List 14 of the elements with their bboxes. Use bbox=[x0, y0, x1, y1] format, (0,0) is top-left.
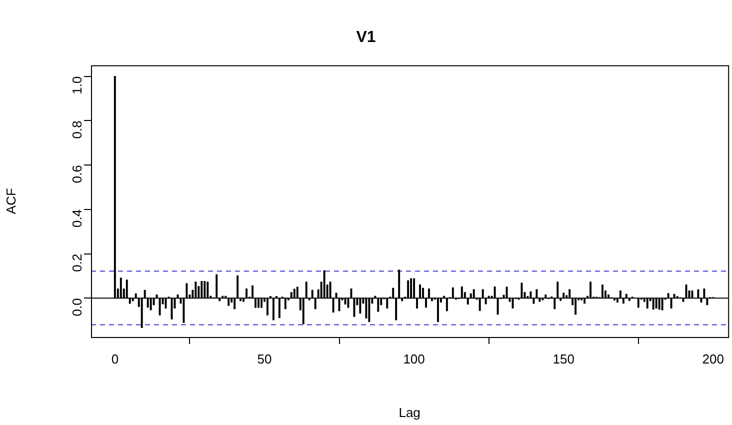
x-axis-title: Lag bbox=[398, 404, 420, 420]
x-tick-label: 200 bbox=[702, 351, 724, 366]
chart-title: V1 bbox=[356, 29, 376, 46]
y-tick-label: 0.2 bbox=[70, 254, 85, 272]
x-tick-label: 0 bbox=[111, 351, 119, 366]
x-tick-label: 100 bbox=[403, 351, 425, 366]
y-tick-label: 0.6 bbox=[70, 165, 85, 184]
y-tick-label: 1.0 bbox=[70, 76, 85, 94]
y-axis-title: ACF bbox=[3, 188, 18, 214]
y-tick-label: 0.8 bbox=[70, 120, 85, 139]
y-tick-label: 0.0 bbox=[70, 298, 85, 316]
y-tick-label: 0.4 bbox=[70, 209, 85, 228]
x-tick-label: 50 bbox=[257, 351, 272, 366]
x-tick-label: 150 bbox=[552, 351, 574, 366]
